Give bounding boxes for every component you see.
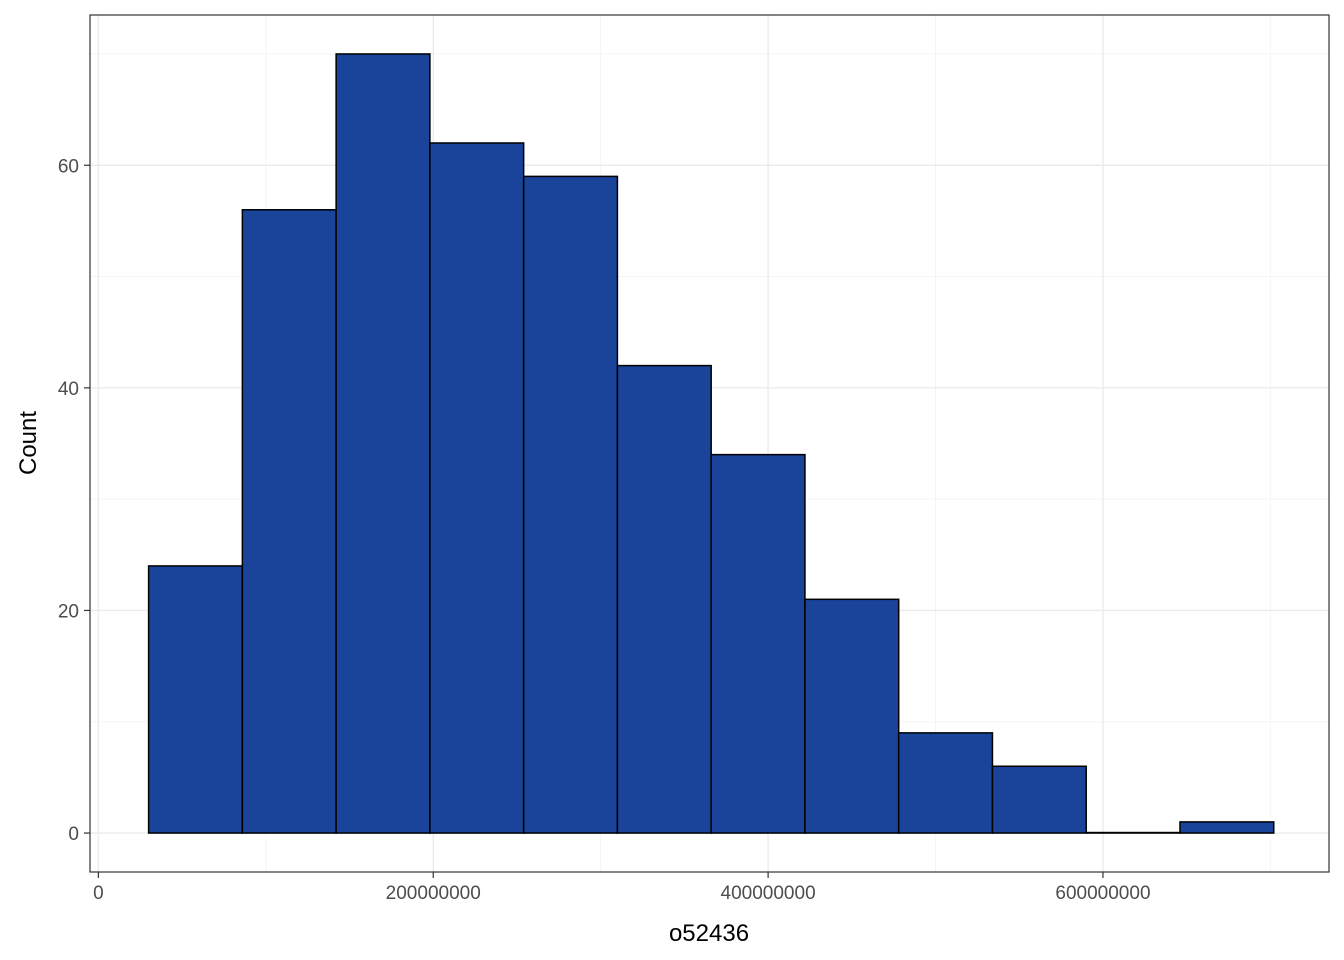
histogram-bar bbox=[429, 142, 525, 834]
x-axis-title: o52436 bbox=[669, 920, 749, 947]
histogram-bar bbox=[522, 175, 619, 834]
x-tick-label: 200000000 bbox=[386, 883, 481, 904]
histogram-bar bbox=[710, 453, 806, 834]
histogram-bar bbox=[804, 598, 900, 834]
x-tick-label: 400000000 bbox=[721, 883, 816, 904]
histogram-bar bbox=[897, 732, 994, 834]
histogram-bar bbox=[1085, 831, 1181, 834]
histogram-bars bbox=[147, 53, 1275, 834]
x-axis-ticks: 0 200000000 400000000 600000000 bbox=[93, 872, 1151, 904]
panel-border bbox=[89, 14, 1330, 873]
y-axis-ticks: 0 20 40 60 bbox=[58, 156, 90, 845]
y-tick-label: 40 bbox=[58, 379, 79, 400]
y-axis-title: Count bbox=[15, 411, 42, 475]
histogram-bar bbox=[1179, 821, 1275, 834]
y-tick-label: 20 bbox=[58, 601, 79, 622]
histogram-bar bbox=[616, 364, 712, 834]
histogram-bar bbox=[241, 209, 337, 834]
histogram-bar bbox=[991, 765, 1087, 834]
histogram-bar bbox=[147, 565, 244, 834]
histogram-bar bbox=[335, 53, 431, 834]
y-tick-label: 60 bbox=[58, 156, 79, 177]
x-tick-label: 600000000 bbox=[1055, 883, 1150, 904]
y-tick-label: 0 bbox=[68, 824, 79, 845]
x-tick-label: 0 bbox=[93, 883, 104, 904]
